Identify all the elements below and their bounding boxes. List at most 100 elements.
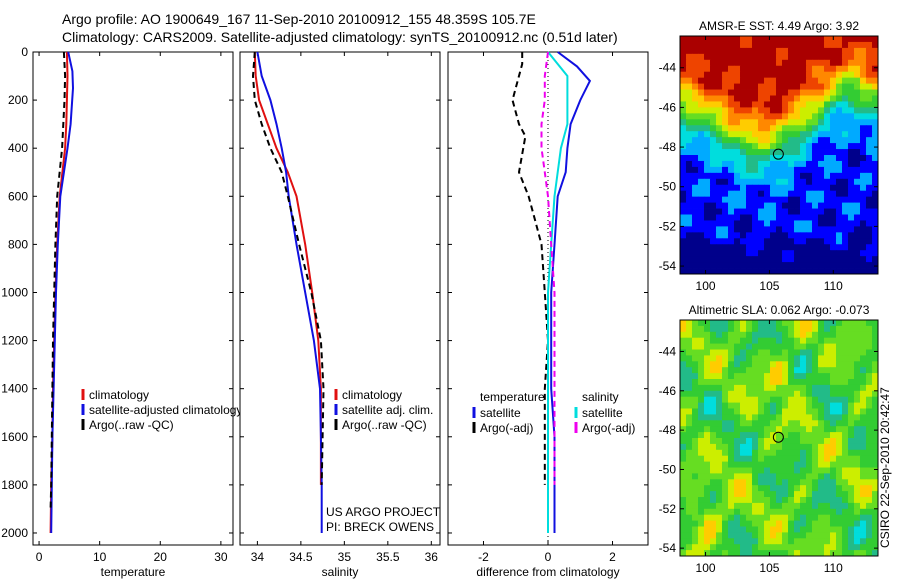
heatmap-cell [800, 149, 807, 156]
heatmap-cell [734, 526, 741, 533]
heatmap-cell [860, 256, 867, 263]
heatmap-cell [698, 538, 705, 545]
heatmap-cell [752, 226, 759, 233]
heatmap-cell [830, 178, 837, 186]
heatmap-cell [800, 184, 807, 192]
heatmap-cell [710, 373, 717, 380]
heatmap-cell [692, 101, 699, 108]
heatmap-cell [806, 438, 813, 445]
lat-tick-label: -48 [659, 140, 677, 154]
heatmap-cell [740, 256, 747, 263]
heatmap-cell [764, 268, 771, 275]
heatmap-cell [854, 36, 861, 43]
heatmap-cell [794, 65, 801, 73]
heatmap-cell [722, 83, 729, 90]
heatmap-cell [806, 426, 813, 433]
heatmap-cell [770, 361, 777, 368]
heatmap-cell [716, 113, 723, 120]
heatmap-cell [692, 220, 699, 227]
heatmap-cell [710, 256, 717, 263]
heatmap-cell [866, 244, 873, 251]
heatmap-cell [824, 125, 831, 132]
heatmap-cell [818, 250, 825, 257]
heatmap-cell [770, 390, 777, 398]
heatmap-cell [686, 491, 693, 498]
heatmap-cell [788, 337, 795, 344]
heatmap-cell [686, 367, 693, 374]
heatmap-cell [722, 160, 729, 168]
heatmap-cell [824, 420, 831, 427]
heatmap-cell [788, 166, 795, 174]
heatmap-cell [740, 455, 747, 462]
heatmap-cell [686, 250, 693, 257]
heatmap-cell [818, 455, 825, 462]
heatmap-cell [830, 379, 837, 386]
heatmap-cell [746, 343, 753, 350]
heatmap-cell [818, 89, 825, 96]
heatmap-cell [866, 119, 873, 126]
heatmap-cell [716, 373, 723, 380]
heatmap-cell [770, 71, 777, 79]
heatmap-cell [830, 520, 837, 527]
lat-tick-label: -46 [659, 384, 677, 398]
heatmap-cell [788, 325, 795, 333]
heatmap-cell [806, 178, 813, 186]
heatmap-cell [728, 196, 735, 203]
heatmap-cell [686, 461, 693, 468]
heatmap-cell [698, 449, 705, 457]
heatmap-cell [788, 107, 795, 114]
heatmap-cell [710, 196, 717, 203]
heatmap-cell [794, 143, 801, 150]
heatmap-cell [812, 53, 819, 61]
heatmap-cell [698, 190, 705, 198]
heatmap-cell [680, 65, 687, 73]
heatmap-cell [698, 502, 705, 510]
heatmap-cell [764, 455, 771, 462]
x-tick-label: 34.5 [289, 550, 313, 564]
heatmap-cell [794, 443, 801, 451]
heatmap-cell [752, 166, 759, 174]
heatmap-cell [782, 89, 789, 96]
heatmap-cell [698, 320, 705, 327]
heatmap-cell [854, 337, 861, 344]
heatmap-cell [842, 502, 849, 510]
heatmap-cell [776, 402, 783, 409]
heatmap-cell [782, 331, 789, 339]
heatmap-cell [866, 172, 873, 180]
heatmap-cell [872, 196, 879, 203]
heatmap-cell [722, 502, 729, 510]
heatmap-cell [848, 473, 855, 480]
heatmap-cell [710, 95, 717, 102]
heatmap-cell [722, 65, 729, 73]
heatmap-cell [680, 149, 687, 156]
heatmap-cell [782, 137, 789, 144]
heatmap-cell [710, 220, 717, 227]
heatmap-cell [716, 36, 723, 43]
heatmap-cell [812, 331, 819, 339]
heatmap-cell [764, 47, 771, 55]
heatmap-cell [722, 373, 729, 380]
heatmap-cell [812, 208, 819, 215]
heatmap-cell [800, 214, 807, 221]
heatmap-cell [686, 160, 693, 168]
heatmap-cell [746, 113, 753, 120]
heatmap-cell [842, 119, 849, 126]
heatmap-cell [788, 379, 795, 386]
heatmap-cell [854, 232, 861, 239]
heatmap-cell [764, 361, 771, 368]
heatmap-cell [776, 214, 783, 221]
heatmap-cell [776, 268, 783, 275]
heatmap-cell [788, 491, 795, 498]
heatmap-cell [812, 220, 819, 227]
heatmap-cell [686, 89, 693, 96]
heatmap-cell [722, 520, 729, 527]
heatmap-cell [752, 384, 759, 392]
heatmap-cell [818, 432, 825, 439]
heatmap-cell [704, 155, 711, 162]
heatmap-cell [692, 125, 699, 132]
heatmap-cell [770, 196, 777, 203]
heatmap-cell [800, 202, 807, 209]
heatmap-cell [722, 467, 729, 474]
heatmap-cell [746, 373, 753, 380]
heatmap-cell [788, 508, 795, 516]
